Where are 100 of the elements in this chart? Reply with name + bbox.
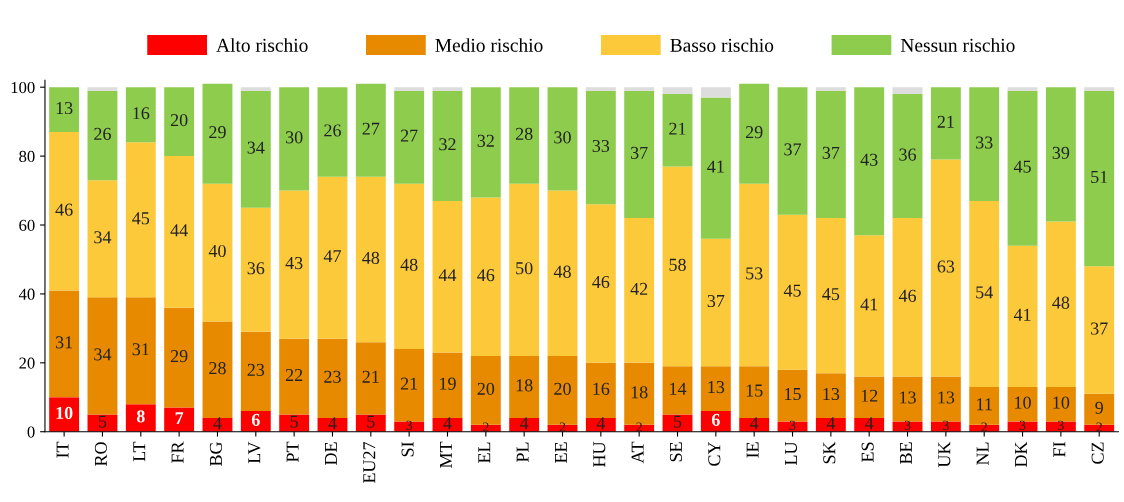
bar [202,183,233,322]
y-tick-label: 40 [18,288,35,300]
data-label: 53 [746,267,763,280]
bar [394,349,425,422]
data-label: 4 [213,417,222,430]
data-label: 20 [554,382,571,395]
x-tick-label: PL [516,442,529,462]
data-label: 4 [826,417,836,430]
bar [49,132,80,291]
data-label: 3 [904,420,911,431]
data-label: 37 [822,146,840,159]
data-label: 46 [898,289,917,302]
bar [739,183,770,367]
data-label: 36 [247,262,265,275]
x-tick-label: EL [478,442,491,463]
data-label: 32 [477,134,494,147]
data-label: 32 [439,138,456,151]
data-label: 40 [208,244,226,258]
data-label: 20 [477,382,495,395]
data-label: 19 [440,377,456,390]
bar [394,87,425,91]
bar [202,321,233,418]
data-label: 5 [290,415,298,428]
data-label: 48 [362,251,380,264]
bar [930,421,961,432]
data-label: 44 [170,224,188,237]
y-tick-label: 80 [19,150,35,163]
data-label: 6 [711,413,720,426]
x-tick-label: DK [1015,441,1027,467]
data-label: 2 [1096,422,1102,432]
data-label: 48 [1052,296,1070,309]
bar [394,90,425,184]
data-label: 31 [55,336,73,349]
data-label: 20 [170,114,188,127]
x-tick-label: UK [938,441,951,468]
legend-label: Medio rischio [435,38,543,52]
bar [202,83,233,184]
bar [739,366,770,418]
data-label: 9 [1095,401,1103,414]
bar [49,87,80,132]
bar [700,366,731,412]
bar [1045,386,1076,422]
data-label: 29 [745,126,763,139]
bar [854,235,885,377]
bar [777,214,808,370]
x-tick-label: HU [593,441,606,467]
bar [1084,90,1115,267]
x-tick-label: IE [746,442,759,458]
bar [930,159,961,377]
data-label: 27 [362,122,380,135]
bar [394,421,425,432]
data-label: 6 [251,413,260,426]
y-tick-label: 0 [27,426,35,438]
data-label: 2 [636,422,642,432]
data-label: 13 [708,381,725,394]
bar [432,87,463,91]
bar [815,90,846,219]
data-label: 33 [976,136,993,149]
data-label: 45 [822,288,840,301]
bar [700,87,731,98]
data-label: 4 [328,417,337,430]
bar [585,90,616,205]
x-tick-label: LU [785,441,798,465]
bar [1045,221,1076,387]
bar [317,338,348,418]
data-label: 16 [133,107,150,120]
data-label: 10 [1053,396,1070,409]
bar [815,87,846,91]
x-tick-label: PT [286,441,299,462]
bar [87,87,118,91]
bar [87,180,118,298]
data-label: 8 [136,410,145,423]
data-label: 21 [669,122,686,135]
legend-label: Basso rischio [670,38,774,52]
data-label: 29 [170,350,188,363]
bar [470,87,501,198]
bar [930,87,961,160]
bar [125,297,156,405]
data-label: 33 [592,139,610,153]
x-tick-label: SE [669,442,683,462]
data-label: 45 [1013,160,1031,173]
data-label: 43 [285,257,303,270]
data-label: 27 [400,129,418,142]
data-label: 2 [981,422,987,432]
data-label: 36 [899,148,917,161]
data-label: 41 [707,160,724,173]
bar [355,176,386,343]
bar [125,142,156,298]
bar [240,87,271,91]
x-tick-label: NL [976,442,989,465]
bar [164,407,195,432]
bar [470,197,501,356]
data-label: 26 [94,127,111,140]
data-label: 3 [943,420,949,431]
data-label: 7 [175,412,184,424]
x-tick-label: AT [631,441,644,464]
bar [815,218,846,374]
bar [164,156,195,308]
bar [662,414,693,432]
data-label: 48 [553,265,571,278]
